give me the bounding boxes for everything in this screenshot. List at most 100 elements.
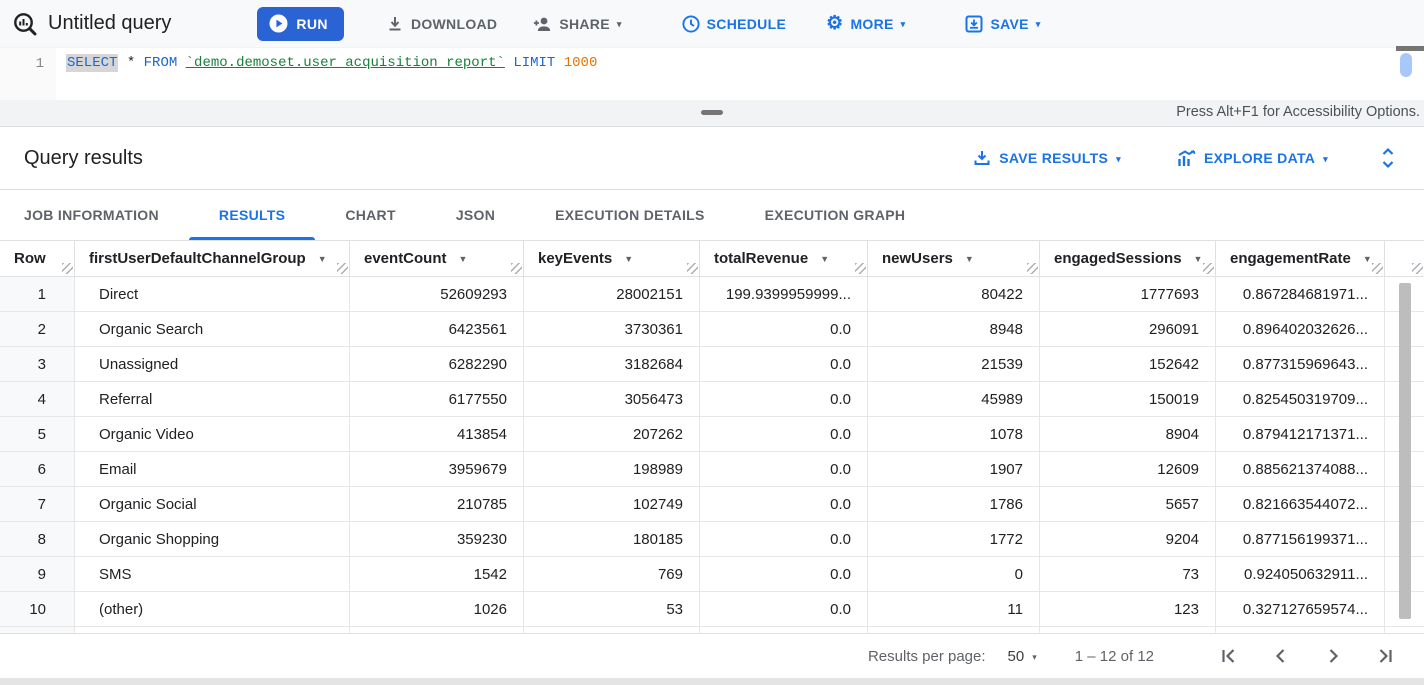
sort-arrow-icon[interactable]: ▼ bbox=[1193, 253, 1203, 264]
expand-results-button[interactable] bbox=[1378, 145, 1398, 171]
cell-row: 9 bbox=[0, 557, 75, 591]
column-resize-handle[interactable] bbox=[337, 263, 348, 274]
cell-row: 8 bbox=[0, 522, 75, 556]
person-add-icon bbox=[534, 17, 551, 31]
cell-eventCount: 413854 bbox=[350, 417, 524, 451]
column-header-engagementRate: engagementRate ▼ bbox=[1216, 241, 1385, 276]
cell-engagedSessions: 73 bbox=[1040, 557, 1216, 591]
first-page-button[interactable] bbox=[1216, 643, 1242, 669]
table-row: 9 SMS 1542 769 0.0 0 73 0.924050632911... bbox=[0, 557, 1424, 592]
download-button[interactable]: DOWNLOAD bbox=[378, 6, 505, 42]
sql-keyword-from: FROM bbox=[143, 55, 178, 71]
cell-engagementRate: 0.885621374088... bbox=[1216, 452, 1385, 486]
cell-channel: Organic Search bbox=[75, 312, 350, 346]
cell-newUsers: 45989 bbox=[868, 382, 1040, 416]
cell-keyEvents: 134 bbox=[524, 627, 700, 633]
previous-page-button[interactable] bbox=[1268, 643, 1294, 669]
explore-data-chart-icon bbox=[1178, 149, 1196, 166]
sql-editor[interactable]: 1 SELECT * FROM `demo.demoset.user_acqui… bbox=[0, 46, 1424, 100]
explore-data-button[interactable]: EXPLORE DATA ▾ bbox=[1171, 149, 1334, 168]
sort-arrow-icon[interactable]: ▼ bbox=[820, 253, 830, 264]
cell-channel: Direct bbox=[75, 277, 350, 311]
run-button[interactable]: RUN bbox=[257, 6, 344, 41]
cell-channel: Referral bbox=[75, 382, 350, 416]
cell-totalRevenue: 0.0 bbox=[700, 557, 868, 591]
sort-arrow-icon[interactable]: ▼ bbox=[624, 253, 634, 264]
table-row: 6 Email 3959679 198989 0.0 1907 12609 0.8856213… bbox=[0, 452, 1424, 487]
tab-json[interactable]: JSON bbox=[455, 207, 496, 223]
column-resize-handle[interactable] bbox=[1372, 263, 1383, 274]
cell-eventCount: 6423561 bbox=[350, 312, 524, 346]
cell-row: 10 bbox=[0, 592, 75, 626]
more-button[interactable]: ⚙ MORE ▾ bbox=[818, 6, 913, 42]
last-page-button[interactable] bbox=[1372, 643, 1398, 669]
cell-newUsers: 8948 bbox=[868, 312, 1040, 346]
column-resize-handle[interactable] bbox=[62, 263, 73, 274]
tab-chart[interactable]: CHART bbox=[345, 207, 396, 223]
share-button[interactable]: SHARE ▾ bbox=[525, 6, 629, 42]
cell-totalRevenue: 0.0 bbox=[700, 452, 868, 486]
editor-scrollbar-thumb[interactable] bbox=[1400, 53, 1412, 77]
table-row: 10 (other) 1026 53 0.0 11 123 0.327127659574... bbox=[0, 592, 1424, 627]
tab-execution-details[interactable]: EXECUTION DETAILS bbox=[555, 207, 705, 223]
cell-keyEvents: 102749 bbox=[524, 487, 700, 521]
save-results-button[interactable]: SAVE RESULTS ▾ bbox=[967, 148, 1127, 168]
cell-engagedSessions: 9204 bbox=[1040, 522, 1216, 556]
column-header-row: Row bbox=[0, 241, 75, 276]
tab-job-information[interactable]: JOB INFORMATION bbox=[24, 207, 159, 223]
column-resize-handle[interactable] bbox=[511, 263, 522, 274]
column-header-keyEvents: keyEvents ▼ bbox=[524, 241, 700, 276]
cell-row: 5 bbox=[0, 417, 75, 451]
cell-engagementRate: 0.924050632911... bbox=[1216, 557, 1385, 591]
panel-splitter: Press Alt+F1 for Accessibility Options. bbox=[0, 100, 1424, 127]
cell-row: 7 bbox=[0, 487, 75, 521]
page-size-select[interactable]: 50 ▾ bbox=[1007, 647, 1037, 665]
next-page-button[interactable] bbox=[1320, 643, 1346, 669]
column-resize-handle[interactable] bbox=[1027, 263, 1038, 274]
cell-row: 6 bbox=[0, 452, 75, 486]
table-header-gutter bbox=[1385, 241, 1424, 276]
schedule-button[interactable]: SCHEDULE bbox=[674, 6, 794, 42]
table-row: 11Paid Social3371340.0031.0 bbox=[0, 627, 1424, 633]
table-scrollbar-thumb[interactable] bbox=[1399, 283, 1411, 619]
chevron-down-icon: ▾ bbox=[900, 19, 906, 29]
splitter-drag-handle[interactable] bbox=[701, 110, 723, 115]
results-table: Row firstUserDefaultChannelGroup ▼ event… bbox=[0, 240, 1424, 633]
cell-newUsers: 1078 bbox=[868, 417, 1040, 451]
sort-arrow-icon[interactable]: ▼ bbox=[1362, 253, 1372, 264]
cell-engagedSessions: 150019 bbox=[1040, 382, 1216, 416]
sql-table-ref-link[interactable]: `demo.demoset.user_acquisition_report` bbox=[185, 55, 505, 71]
table-resize-handle[interactable] bbox=[1412, 263, 1423, 274]
table-row: 8 Organic Shopping 359230 180185 0.0 1772 9204… bbox=[0, 522, 1424, 557]
cell-keyEvents: 207262 bbox=[524, 417, 700, 451]
save-button[interactable]: SAVE ▾ bbox=[957, 6, 1048, 42]
sort-arrow-icon[interactable]: ▼ bbox=[317, 253, 327, 264]
results-actions: SAVE RESULTS ▾ EXPLORE DATA ▾ bbox=[967, 145, 1398, 171]
table-row: 3 Unassigned 6282290 3182684 0.0 21539 152642 0… bbox=[0, 347, 1424, 382]
cell-newUsers: 1907 bbox=[868, 452, 1040, 486]
editor-gutter bbox=[0, 48, 56, 100]
column-resize-handle[interactable] bbox=[687, 263, 698, 274]
cell-totalRevenue: 199.9399959999... bbox=[700, 277, 868, 311]
column-header-newUsers: newUsers ▼ bbox=[868, 241, 1040, 276]
sql-keyword-select: SELECT bbox=[66, 54, 119, 72]
cell-engagedSessions: 8904 bbox=[1040, 417, 1216, 451]
tab-results[interactable]: RESULTS bbox=[188, 190, 316, 240]
cell-eventCount: 3959679 bbox=[350, 452, 524, 486]
sort-arrow-icon[interactable]: ▼ bbox=[458, 253, 468, 264]
sort-arrow-icon[interactable]: ▼ bbox=[964, 253, 974, 264]
cell-totalRevenue: 0.0 bbox=[700, 522, 868, 556]
save-results-icon bbox=[974, 151, 990, 165]
play-circle-icon bbox=[269, 14, 288, 33]
chevron-right-icon bbox=[1329, 649, 1339, 663]
gear-icon: ⚙ bbox=[826, 13, 844, 34]
column-resize-handle[interactable] bbox=[1203, 263, 1214, 274]
cell-totalRevenue: 0.0 bbox=[700, 487, 868, 521]
accessibility-hint: Press Alt+F1 for Accessibility Options. bbox=[1176, 104, 1420, 120]
clock-icon bbox=[682, 14, 700, 33]
sql-keyword-limit: LIMIT bbox=[513, 55, 556, 71]
sql-code-line[interactable]: SELECT * FROM `demo.demoset.user_acquisi… bbox=[66, 54, 597, 72]
column-resize-handle[interactable] bbox=[855, 263, 866, 274]
tab-execution-graph[interactable]: EXECUTION GRAPH bbox=[764, 207, 906, 223]
cell-engagedSessions: 123 bbox=[1040, 592, 1216, 626]
